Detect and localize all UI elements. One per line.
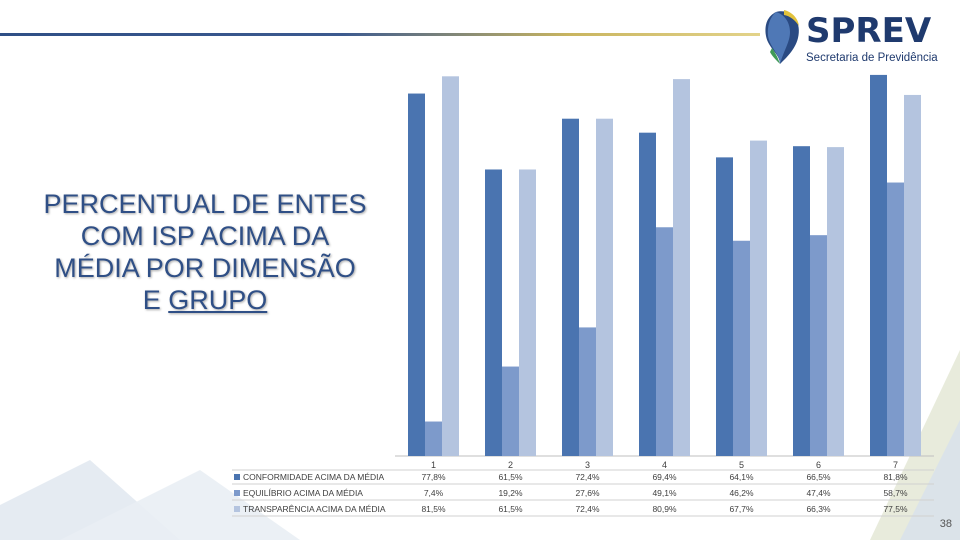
legend-label: EQUILÍBRIO ACIMA DA MÉDIA (243, 488, 363, 498)
data-label: 49,1% (652, 488, 677, 498)
bar-s3-3 (596, 118, 613, 457)
logo-subtitle: Secretaria de Previdência (806, 52, 938, 64)
x-tick-label: 6 (816, 460, 821, 470)
data-label: 61,5% (498, 472, 523, 482)
title-line-4: E GRUPO (22, 284, 388, 316)
data-label: 46,2% (729, 488, 754, 498)
x-tick-label: 1 (431, 460, 436, 470)
legend-swatch-3 (234, 506, 240, 512)
bar-s2-6 (810, 235, 827, 456)
bar-s1-5 (716, 157, 733, 456)
header-rule (0, 33, 760, 36)
data-label: 81,5% (421, 504, 446, 514)
title-line-1: PERCENTUAL DE ENTES (43, 189, 367, 219)
x-tick-label: 2 (508, 460, 513, 470)
sprev-logo: SPREV Secretaria de Previdência (762, 6, 952, 68)
bar-s2-2 (502, 366, 519, 456)
title-line-3: MÉDIA POR DIMENSÃO (54, 253, 356, 283)
bar-s2-5 (733, 240, 750, 456)
bar-s3-4 (673, 79, 690, 457)
data-label: 7,4% (424, 488, 444, 498)
bar-s1-7 (870, 74, 887, 456)
legend-label: CONFORMIDADE ACIMA DA MÉDIA (243, 472, 385, 482)
legend-swatch-1 (234, 474, 240, 480)
bar-s2-3 (579, 327, 596, 456)
bar-s1-2 (485, 169, 502, 456)
bar-s3-1 (442, 76, 459, 457)
data-label: 67,7% (729, 504, 754, 514)
logo-wordmark: SPREV (806, 11, 932, 51)
sprev-emblem-icon (765, 10, 799, 64)
x-tick-label: 5 (739, 460, 744, 470)
x-tick-label: 4 (662, 460, 667, 470)
slide-title: PERCENTUAL DE ENTES COM ISP ACIMA DA MÉD… (22, 188, 388, 316)
bar-s1-4 (639, 132, 656, 456)
page-number: 38 (939, 518, 952, 530)
data-label: 47,4% (806, 488, 831, 498)
bar-s1-6 (793, 146, 810, 456)
x-tick-label: 3 (585, 460, 590, 470)
legend-swatch-2 (234, 490, 240, 496)
title-line-4-underlined: GRUPO (168, 285, 268, 315)
data-label: 66,5% (806, 472, 831, 482)
bar-s2-7 (887, 182, 904, 457)
bar-s3-6 (827, 147, 844, 456)
title-line-4-prefix: E (142, 285, 169, 315)
data-label: 80,9% (652, 504, 677, 514)
bar-s1-3 (562, 118, 579, 457)
title-line-2: COM ISP ACIMA DA (80, 221, 330, 251)
x-tick-label: 7 (893, 460, 898, 470)
bar-s3-7 (904, 94, 921, 457)
bar-s2-1 (425, 421, 442, 456)
data-label: 61,5% (498, 504, 523, 514)
data-label: 19,2% (498, 488, 523, 498)
data-label: 77,8% (421, 472, 446, 482)
bar-s3-2 (519, 169, 536, 456)
legend-label: TRANSPARÊNCIA ACIMA DA MÉDIA (243, 504, 386, 514)
data-label: 58,7% (883, 488, 908, 498)
bar-s2-4 (656, 227, 673, 456)
bar-s3-5 (750, 140, 767, 456)
data-label: 27,6% (575, 488, 600, 498)
data-label: 64,1% (729, 472, 754, 482)
data-label: 72,4% (575, 472, 600, 482)
data-label: 66,3% (806, 504, 831, 514)
data-label: 81,8% (883, 472, 908, 482)
data-label: 77,5% (883, 504, 908, 514)
data-label: 72,4% (575, 504, 600, 514)
data-label: 69,4% (652, 472, 677, 482)
bar-s1-1 (408, 93, 425, 457)
